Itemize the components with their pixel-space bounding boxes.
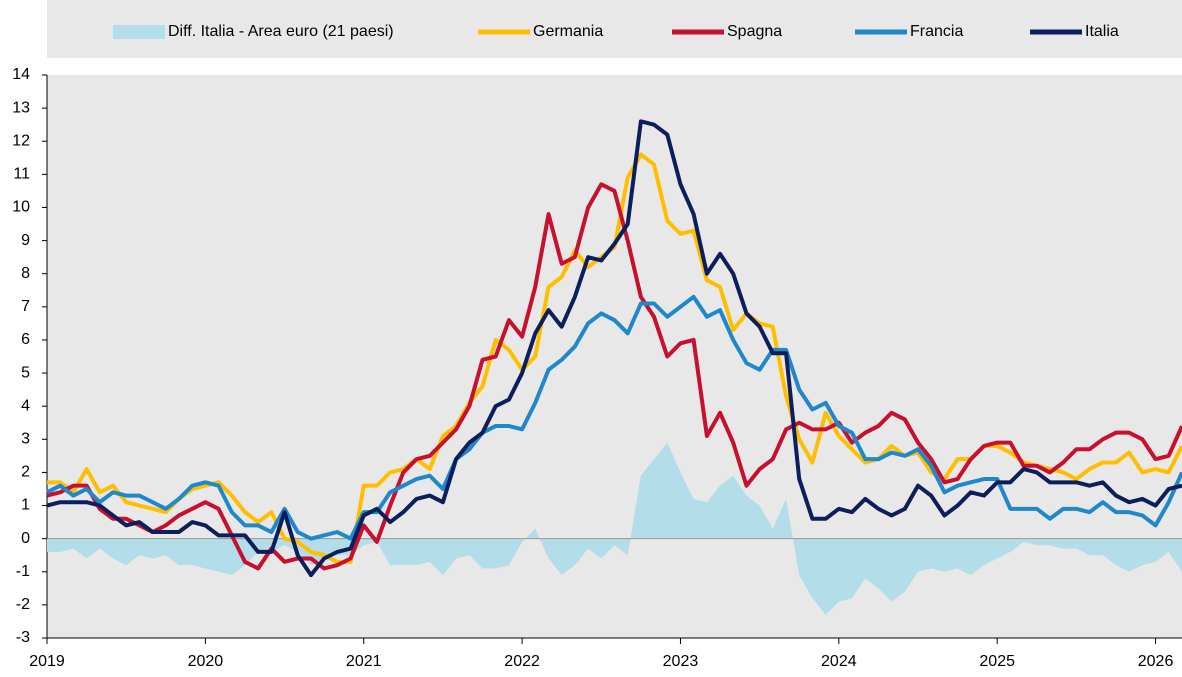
y-tick-label: 7 [21,298,30,315]
line [46,294,1182,541]
area [47,442,1182,615]
y-tick-label: 9 [21,232,30,249]
legend-label: Germania [533,23,603,40]
x-tick-label: 2026 [1138,653,1174,670]
line [46,182,1182,571]
x-tick-label: 2024 [821,653,857,670]
x-tick-label: 2025 [979,653,1015,670]
y-tick-label: 5 [21,364,30,381]
x-tick-label: 2022 [504,653,540,670]
y-tick-label: 11 [13,166,30,183]
legend-label: Diff. Italia - Area euro (21 paesi) [168,23,394,40]
y-tick-label: 2 [21,464,30,481]
y-tick-label: 3 [21,431,30,448]
legend-label: Italia [1085,23,1119,40]
x-tick-label: 2021 [346,653,382,670]
line [46,119,1182,578]
y-tick-label: -3 [16,629,30,646]
x-tick-label: 2019 [29,653,65,670]
x-tick-label: 2020 [188,653,224,670]
line [47,152,1182,564]
y-tick-label: 0 [21,530,30,547]
y-tick-label: 12 [12,132,30,149]
legend-label: Francia [910,23,963,40]
legend-swatch [113,25,165,39]
y-tick-label: 8 [21,265,30,282]
y-tick-label: 13 [12,99,30,116]
y-tick-label: 14 [12,66,30,83]
legend-box [47,0,1182,58]
y-tick-label: 6 [21,331,30,348]
y-tick-label: 10 [12,199,30,216]
y-tick-label: 1 [21,497,30,514]
legend-label: Spagna [727,23,782,40]
y-tick-label: 4 [21,397,30,414]
y-tick-label: -1 [16,563,30,580]
y-tick-label: -2 [16,596,30,613]
x-tick-label: 2023 [663,653,699,670]
